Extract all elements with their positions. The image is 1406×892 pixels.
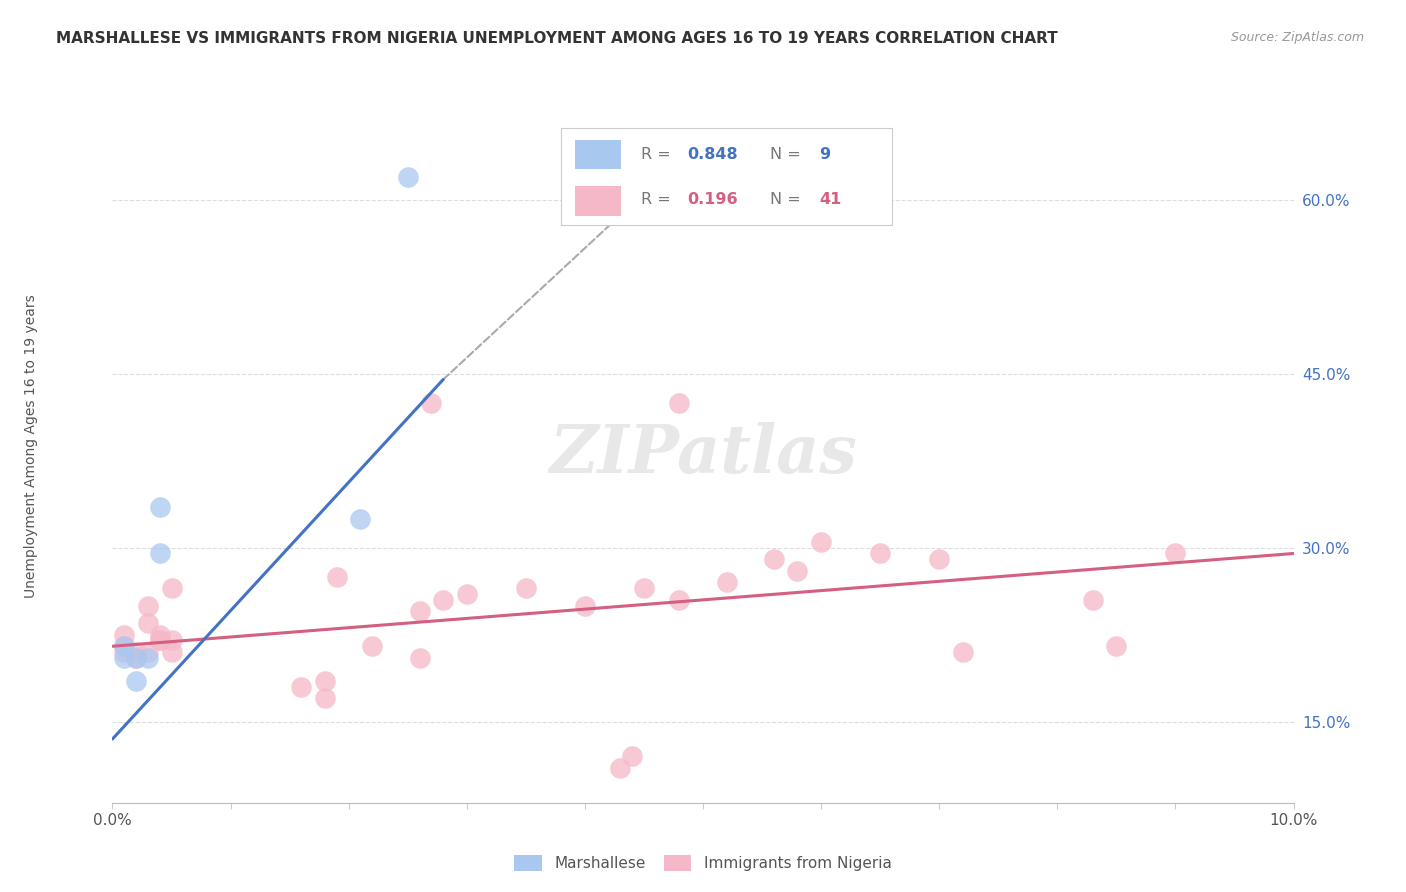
Point [869, 546, 891, 561]
Point [396, 169, 419, 184]
Point [112, 628, 135, 642]
Point [125, 651, 148, 665]
Point [1081, 592, 1104, 607]
Point [125, 645, 148, 659]
Point [112, 651, 135, 665]
Point [456, 587, 478, 601]
Point [668, 592, 690, 607]
Legend: Marshallese, Immigrants from Nigeria: Marshallese, Immigrants from Nigeria [506, 847, 900, 879]
Point [290, 680, 312, 694]
Point [314, 691, 336, 706]
Point [1164, 546, 1187, 561]
Point [160, 582, 183, 596]
Point [149, 633, 172, 648]
Point [408, 605, 430, 619]
Point [349, 511, 371, 525]
Point [621, 749, 644, 764]
Point [149, 628, 172, 642]
Point [125, 674, 148, 689]
Point [149, 546, 172, 561]
Point [609, 761, 631, 775]
Point [149, 633, 172, 648]
Text: ZIPatlas: ZIPatlas [550, 423, 856, 487]
Point [136, 645, 159, 659]
Point [810, 535, 832, 549]
Point [112, 639, 135, 653]
Point [326, 570, 349, 584]
Point [420, 396, 443, 410]
Point [160, 645, 183, 659]
Point [361, 639, 384, 653]
Point [136, 615, 159, 630]
Point [762, 552, 785, 566]
Point [786, 564, 808, 578]
Point [160, 633, 183, 648]
Point [1105, 639, 1128, 653]
Text: Source: ZipAtlas.com: Source: ZipAtlas.com [1230, 31, 1364, 45]
Point [716, 575, 738, 590]
Text: MARSHALLESE VS IMMIGRANTS FROM NIGERIA UNEMPLOYMENT AMONG AGES 16 TO 19 YEARS CO: MARSHALLESE VS IMMIGRANTS FROM NIGERIA U… [56, 31, 1057, 46]
Point [314, 674, 336, 689]
Point [928, 552, 950, 566]
Point [633, 582, 655, 596]
Text: Unemployment Among Ages 16 to 19 years: Unemployment Among Ages 16 to 19 years [24, 294, 38, 598]
Point [432, 592, 454, 607]
Point [408, 651, 430, 665]
Point [952, 645, 974, 659]
Point [125, 651, 148, 665]
Point [574, 599, 596, 613]
Point [112, 645, 135, 659]
Point [136, 599, 159, 613]
Point [149, 500, 172, 514]
Point [136, 651, 159, 665]
Point [515, 582, 537, 596]
Point [668, 396, 690, 410]
Point [112, 639, 135, 653]
